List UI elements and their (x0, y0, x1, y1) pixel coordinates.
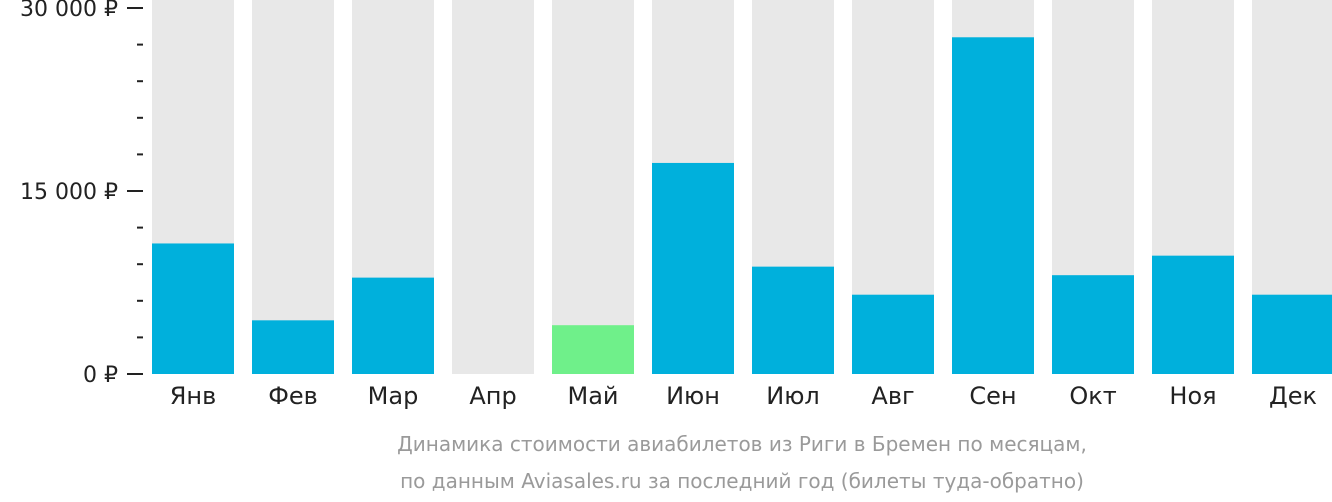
bar-month-10[interactable] (1052, 275, 1134, 374)
y-tick-label-2: 15 000 ₽ (20, 180, 118, 205)
x-tick-label-month-6: Июн (666, 382, 720, 410)
bar-month-2[interactable] (252, 320, 334, 374)
bar-background-month-2 (252, 0, 334, 374)
x-tick-label-month-12: Дек (1269, 382, 1317, 410)
chart-caption-line-2: по данным Aviasales.ru за последний год … (400, 469, 1084, 493)
x-axis-labels: Янв Фев Мар Апр Май Июн Июл Авг Сен Окт Ноя Дек (170, 382, 1317, 410)
x-tick-label-month-4: Апр (469, 382, 516, 410)
x-tick-label-month-3: Мар (368, 382, 419, 410)
bars (152, 37, 1332, 374)
bar-background-month-4 (452, 0, 534, 374)
bar-month-1[interactable] (152, 243, 234, 374)
x-tick-label-month-11: Ноя (1169, 382, 1216, 410)
bar-month-3[interactable] (352, 277, 434, 374)
bar-month-11[interactable] (1152, 255, 1234, 374)
y-tick-label-1: 0 ₽ (83, 363, 118, 388)
x-tick-label-month-2: Фев (268, 382, 318, 410)
x-tick-label-month-1: Янв (170, 382, 217, 410)
y-axis: 0 ₽ 15 000 ₽ 30 000 ₽ (20, 0, 143, 388)
bar-month-8[interactable] (852, 294, 934, 374)
x-tick-label-month-5: Май (567, 382, 618, 410)
x-tick-label-month-9: Сен (969, 382, 1016, 410)
bar-month-5[interactable] (552, 325, 634, 374)
bar-month-6[interactable] (652, 162, 734, 374)
bar-month-9[interactable] (952, 37, 1034, 374)
chart-caption-line-1: Динамика стоимости авиабилетов из Риги в… (397, 432, 1087, 456)
bar-background-month-5 (552, 0, 634, 374)
x-tick-label-month-8: Авг (871, 382, 914, 410)
y-tick-label-3: 30 000 ₽ (20, 0, 118, 22)
bar-month-12[interactable] (1252, 294, 1332, 374)
x-tick-label-month-7: Июл (766, 382, 820, 410)
bar-month-7[interactable] (752, 266, 834, 374)
x-tick-label-month-10: Окт (1069, 382, 1116, 410)
